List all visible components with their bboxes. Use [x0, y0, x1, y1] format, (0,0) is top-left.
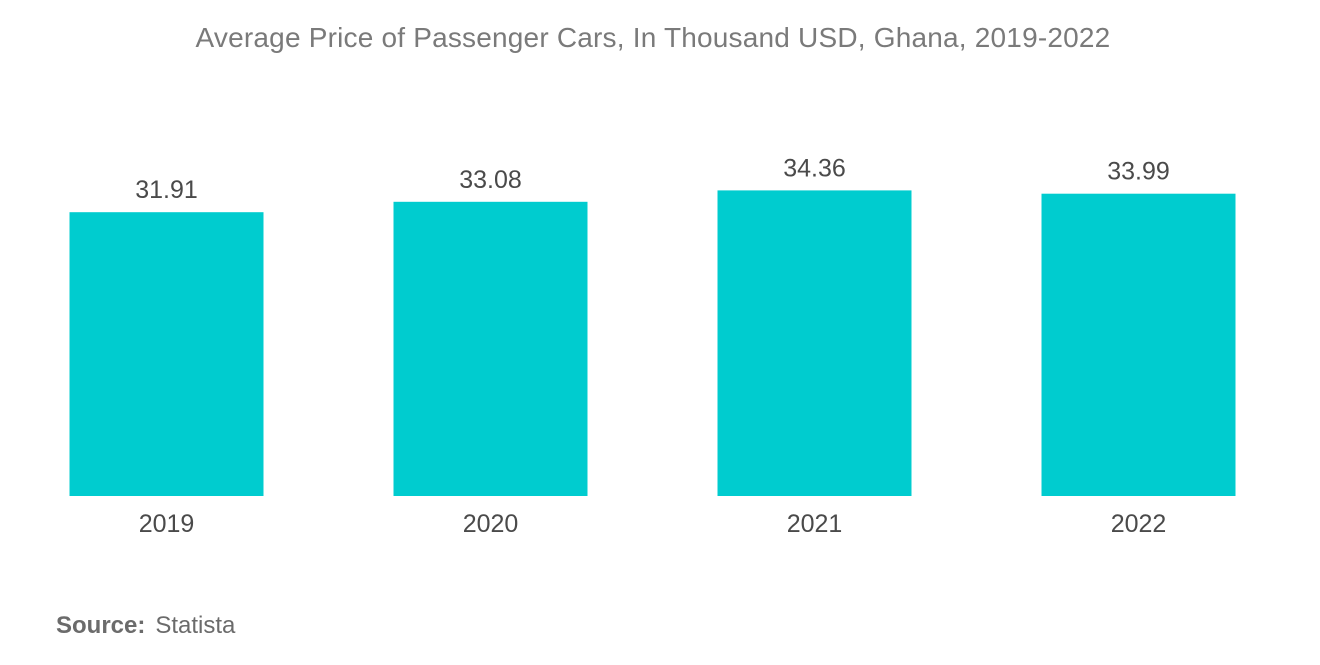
source-value: Statista [155, 612, 236, 639]
source-label: Source: [56, 612, 146, 639]
value-label-2022: 33.99 [1107, 158, 1170, 186]
x-tick-2019: 2019 [139, 510, 195, 538]
value-label-2019: 31.91 [135, 176, 198, 204]
chart-title: Average Price of Passenger Cars, In Thou… [195, 22, 1111, 53]
bar-2022 [1041, 193, 1236, 496]
source-note: Source: Statista [56, 612, 235, 640]
bars-group [69, 190, 1236, 497]
x-tick-2021: 2021 [787, 510, 843, 538]
value-label-2021: 34.36 [783, 154, 846, 182]
bar-2019 [69, 212, 264, 496]
bar-2021 [717, 190, 912, 496]
bar-chart: 31.91 33.08 34.36 33.99 2019 2020 2021 2022 [69, 154, 1236, 538]
value-labels-group: 31.91 33.08 34.36 33.99 [135, 154, 1170, 204]
value-label-2020: 33.08 [459, 166, 522, 194]
bar-2020 [393, 201, 588, 497]
x-tick-2020: 2020 [463, 510, 519, 538]
x-axis-tick-labels: 2019 2020 2021 2022 [139, 510, 1167, 538]
x-tick-2022: 2022 [1111, 510, 1167, 538]
